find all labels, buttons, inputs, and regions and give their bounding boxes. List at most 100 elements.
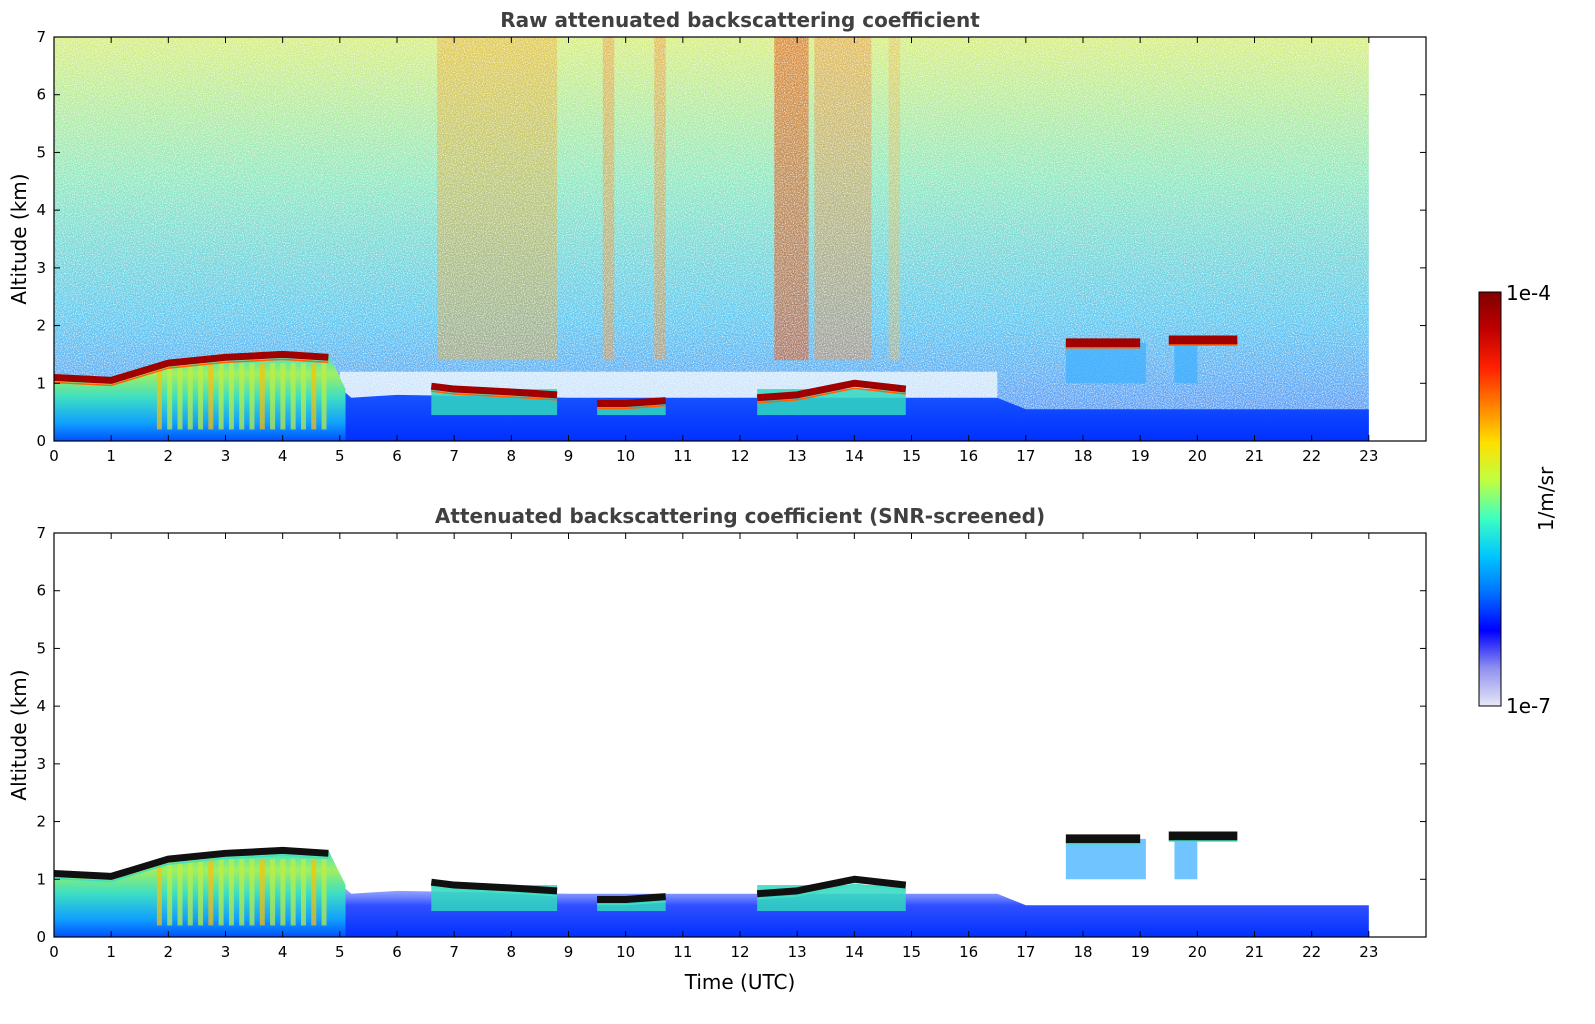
x-tick-label: 22: [1302, 943, 1321, 961]
cloud-virga: [1065, 342, 1146, 384]
boundary-layer-streak: [167, 363, 173, 430]
layer-top-aerosol-layer-top: [597, 893, 666, 903]
aerosol-layer-fill: [597, 403, 666, 416]
boundary-layer-streak: [177, 859, 183, 926]
x-tick-label: 9: [564, 447, 574, 465]
layer-top-edge: [757, 387, 906, 404]
x-tick-label: 17: [1016, 943, 1035, 961]
layer-top-edge: [757, 883, 906, 900]
raw-panel-title: Raw attenuated backscattering coefficien…: [500, 8, 980, 32]
boundary-layer-streak: [177, 363, 183, 430]
x-tick-label: 21: [1245, 943, 1264, 961]
boundary-layer-streak: [270, 859, 276, 926]
x-tick-label: 20: [1188, 943, 1207, 961]
layer-top-aerosol-layer-top: [756, 379, 907, 402]
x-tick-label: 19: [1131, 447, 1150, 465]
boundary-layer-streak: [259, 363, 265, 430]
boundary-layer-streak: [218, 859, 224, 926]
x-tick-label: 6: [392, 943, 402, 961]
boundary-layer-streak: [290, 363, 296, 430]
x-tick-label: 1: [106, 943, 116, 961]
y-tick-label: 4: [36, 697, 46, 715]
y-tick-label: 3: [36, 755, 46, 773]
x-tick-label: 1: [106, 447, 116, 465]
x-tick-label: 3: [221, 447, 231, 465]
boundary-layer-streak: [249, 363, 255, 430]
x-tick-label: 18: [1073, 943, 1092, 961]
boundary-layer-streak: [321, 363, 327, 430]
colorbar-min-label: 1e-7: [1506, 694, 1551, 718]
x-tick-label: 14: [845, 943, 864, 961]
x-tick-label: 5: [335, 447, 345, 465]
layer-top-edge: [597, 900, 666, 906]
x-tick-label: 2: [164, 447, 174, 465]
boundary-layer-streak: [239, 363, 245, 430]
layer-top-boundary-layer-top: [53, 350, 329, 384]
y-tick-label: 2: [36, 813, 46, 831]
y-tick-label: 5: [36, 639, 46, 657]
colorbar: 1e-4 1e-7 1/m/sr: [1478, 281, 1558, 718]
x-tick-label: 8: [507, 447, 517, 465]
x-tick-label: 3: [221, 943, 231, 961]
x-tick-label: 18: [1073, 447, 1092, 465]
layer-top-edge: [431, 886, 558, 897]
boundary-layer-streak: [259, 859, 265, 926]
boundary-layer-streak: [198, 363, 204, 430]
boundary-layer-streak: [156, 859, 162, 926]
x-tick-label: 5: [335, 943, 345, 961]
y-tick-label: 6: [36, 86, 46, 104]
x-tick-label: 15: [902, 447, 921, 465]
x-tick-label: 12: [730, 447, 749, 465]
x-tick-label: 21: [1245, 447, 1264, 465]
y-tick-label: 5: [36, 143, 46, 161]
x-tick-label: 13: [788, 447, 807, 465]
x-tick-label: 4: [278, 943, 288, 961]
layer-top-aerosol-layer-top: [430, 878, 558, 895]
x-tick-label: 22: [1302, 447, 1321, 465]
screened-ylabel: Altitude (km): [7, 669, 31, 800]
raw-ylabel: Altitude (km): [7, 173, 31, 304]
layer-top-boundary-layer-top: [53, 846, 329, 880]
y-tick-label: 0: [36, 928, 46, 946]
layer-top-edge: [53, 358, 329, 387]
boundary-layer-streak: [156, 363, 162, 430]
boundary-layer-streak: [270, 363, 276, 430]
y-tick-label: 6: [36, 582, 46, 600]
boundary-layer-streak: [187, 363, 193, 430]
boundary-layer-streak: [239, 859, 245, 926]
boundary-layer-streak: [280, 859, 286, 926]
boundary-layer-streak: [208, 859, 214, 926]
y-tick-label: 1: [36, 870, 46, 888]
boundary-layer-streak: [321, 859, 327, 926]
boundary-layer-streak: [300, 363, 306, 430]
x-tick-label: 13: [788, 943, 807, 961]
raw-axis-ticks: 0 1 2 3 4 5 6 7 8 9 10 11 12 13 14 15 16 17 18 19 20 21 22 2301…: [36, 28, 1426, 465]
x-tick-label: 12: [730, 943, 749, 961]
y-tick-label: 4: [36, 201, 46, 219]
colorbar-unit-label: 1/m/sr: [1534, 466, 1558, 531]
boundary-layer-streak: [187, 859, 193, 926]
x-tick-label: 17: [1016, 447, 1035, 465]
y-tick-label: 7: [36, 524, 46, 542]
boundary-layer-streak: [290, 859, 296, 926]
x-tick-label: 2: [164, 943, 174, 961]
screened-panel-title: Attenuated backscattering coefficient (S…: [435, 504, 1045, 528]
layer-top-edge: [597, 404, 666, 410]
x-tick-label: 7: [449, 447, 459, 465]
boundary-layer-streak: [300, 859, 306, 926]
x-tick-label: 15: [902, 943, 921, 961]
x-tick-label: 11: [673, 447, 692, 465]
layer-top-edge: [53, 854, 329, 883]
x-tick-label: 16: [959, 943, 978, 961]
boundary-layer-streak: [311, 859, 317, 926]
x-tick-label: 4: [278, 447, 288, 465]
boundary-layer-streak: [228, 363, 234, 430]
xlabel: Time (UTC): [684, 970, 796, 994]
screened-heatmap-area: [53, 831, 1369, 937]
x-tick-label: 10: [616, 447, 635, 465]
x-tick-label: 16: [959, 447, 978, 465]
layer-top-edge: [431, 390, 558, 401]
x-tick-label: 11: [673, 943, 692, 961]
